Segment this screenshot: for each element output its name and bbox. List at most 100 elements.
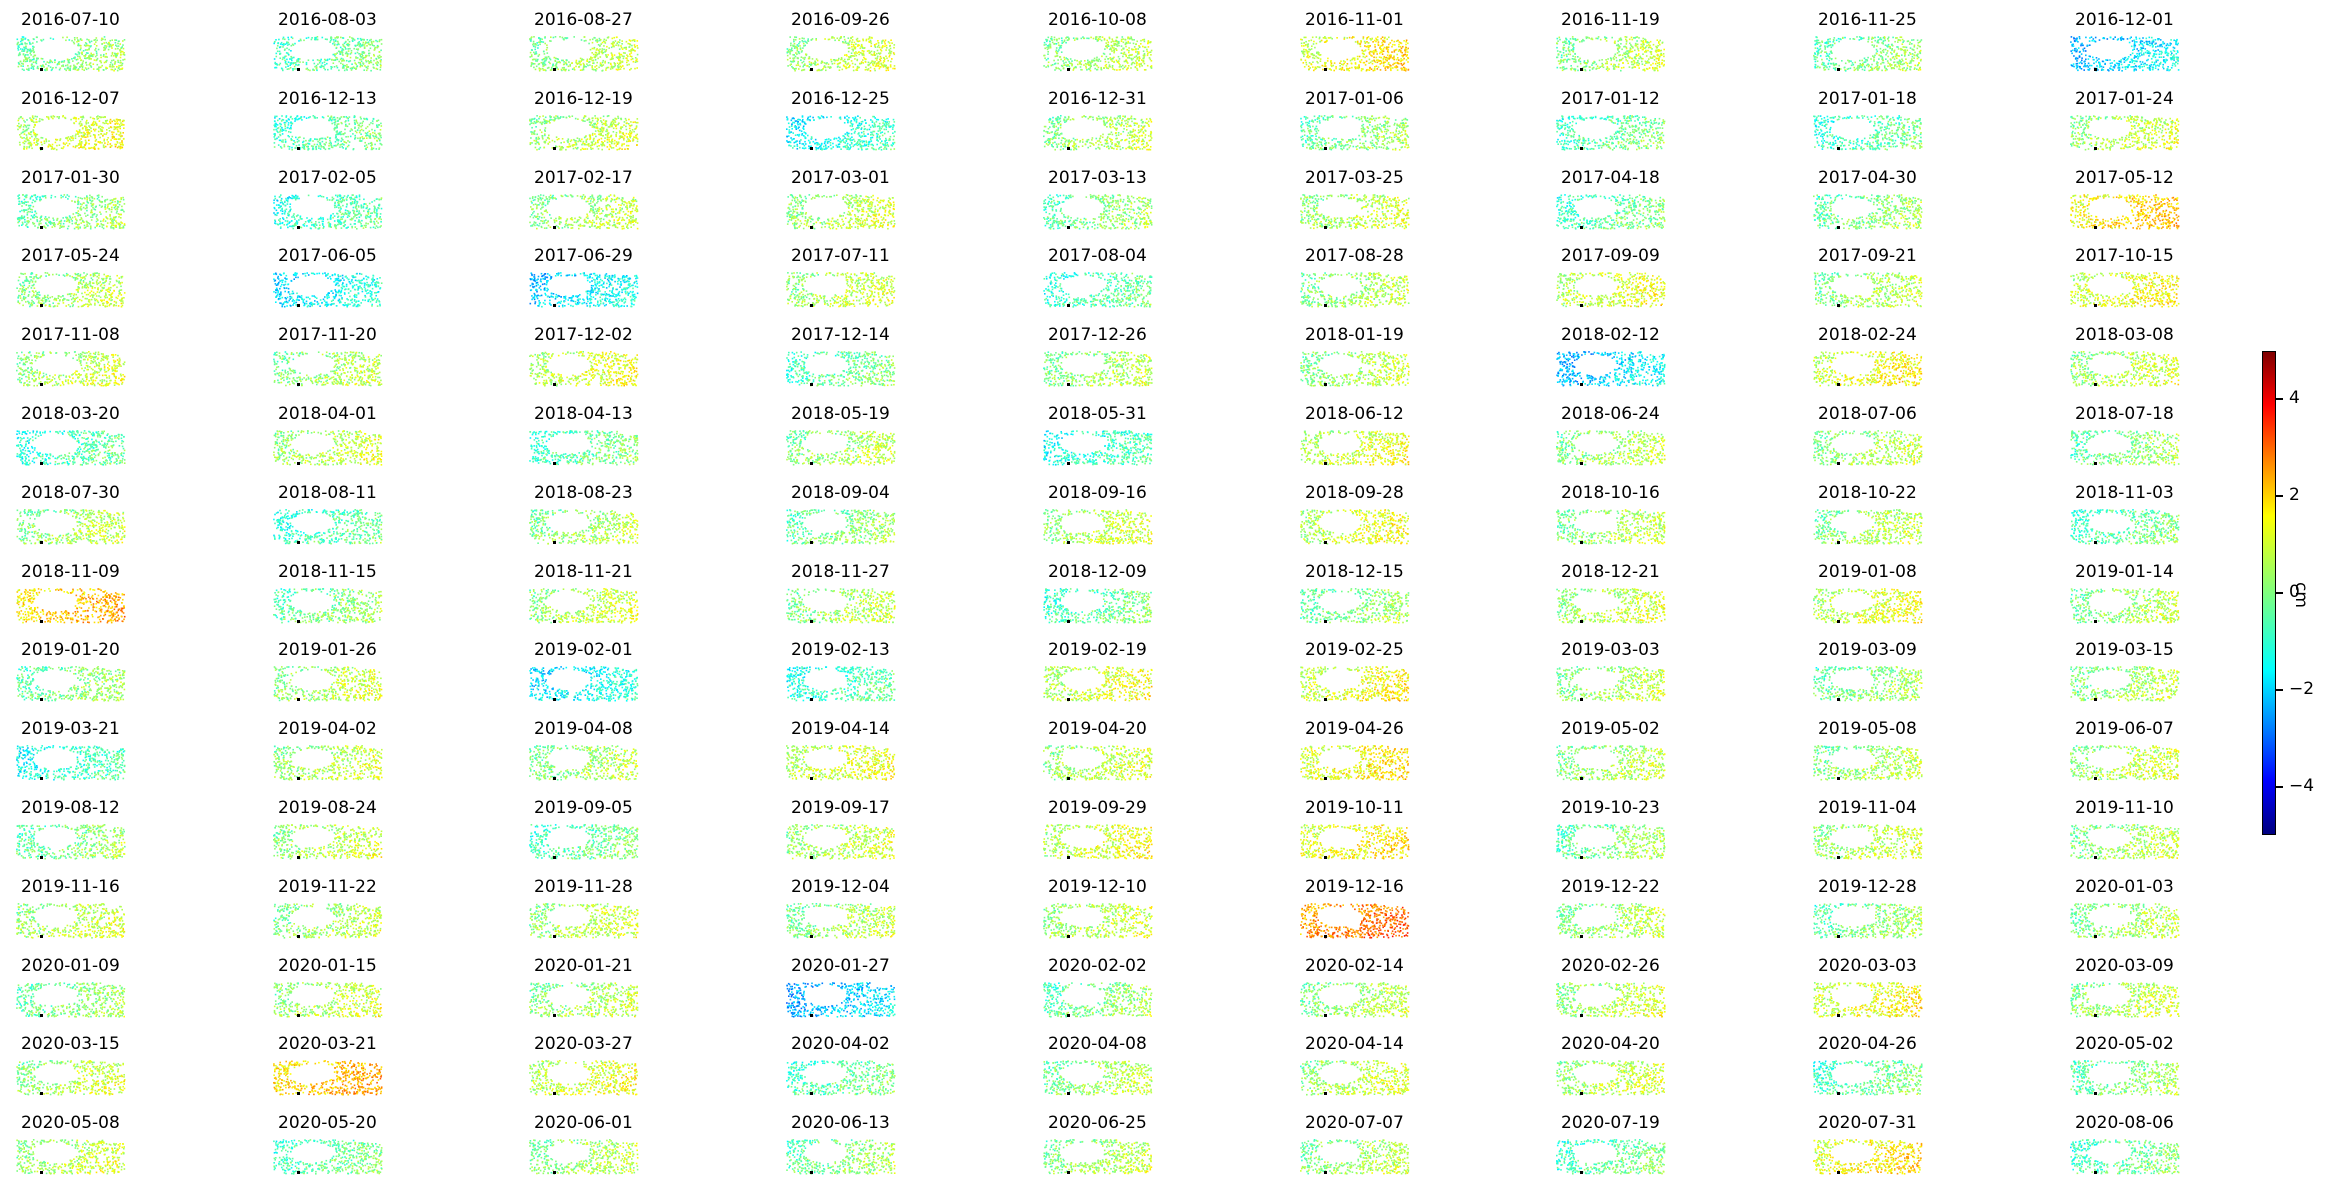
displacement-map-panel [1043,588,1153,624]
colorbar-tick-label: −4 [2289,776,2314,796]
panel-date-title: 2020-04-26 [1818,1034,1917,1054]
panel-date-title: 2017-01-06 [1305,89,1404,109]
reference-point-marker [1837,620,1840,623]
displacement-scatter [16,982,126,1018]
panel-date-title: 2018-03-20 [21,404,120,424]
displacement-scatter [16,903,126,939]
panel-date-title: 2020-01-03 [2075,877,2174,897]
panel-date-title: 2017-08-04 [1048,246,1147,266]
displacement-map-panel [16,36,126,72]
panel-date-title: 2020-07-07 [1305,1113,1404,1133]
displacement-map-panel [1813,430,1923,466]
panel-date-title: 2017-12-02 [534,325,633,345]
displacement-map-panel [1556,194,1666,230]
reference-point-marker [810,1171,813,1174]
displacement-map-panel [16,982,126,1018]
panel-date-title: 2017-01-18 [1818,89,1917,109]
displacement-scatter [529,824,639,860]
displacement-map-panel [786,194,896,230]
displacement-map-panel [273,194,383,230]
panel-date-title: 2019-10-11 [1305,798,1404,818]
displacement-scatter [1556,1060,1666,1096]
displacement-map-panel [1813,666,1923,702]
displacement-scatter [786,272,896,308]
displacement-scatter [786,1139,896,1175]
displacement-map-panel [1043,509,1153,545]
displacement-scatter [1043,1060,1153,1096]
displacement-map-panel [1556,588,1666,624]
displacement-scatter [273,903,383,939]
panel-date-title: 2018-06-24 [1561,404,1660,424]
panel-date-title: 2018-04-01 [278,404,377,424]
displacement-map-panel [1300,745,1410,781]
displacement-scatter [529,351,639,387]
reference-point-marker [553,383,556,386]
displacement-map-panel [1556,903,1666,939]
displacement-scatter [529,272,639,308]
displacement-map-panel [1556,745,1666,781]
displacement-map-panel [1556,666,1666,702]
reference-point-marker [297,1171,300,1174]
displacement-map-panel [2070,351,2180,387]
panel-date-title: 2019-12-10 [1048,877,1147,897]
reference-point-marker [1580,1092,1583,1095]
displacement-scatter [529,982,639,1018]
displacement-map-panel [1043,194,1153,230]
displacement-map-panel [786,115,896,151]
displacement-scatter [529,903,639,939]
reference-point-marker [553,698,556,701]
displacement-map-panel [1556,982,1666,1018]
displacement-scatter [1043,824,1153,860]
displacement-scatter [16,430,126,466]
displacement-scatter [16,272,126,308]
reference-point-marker [553,147,556,150]
displacement-map-panel [1813,115,1923,151]
displacement-map-panel [1300,430,1410,466]
panel-date-title: 2017-01-30 [21,168,120,188]
displacement-scatter [1813,824,1923,860]
panel-date-title: 2018-08-23 [534,483,633,503]
displacement-map-panel [273,666,383,702]
displacement-map-panel [1043,745,1153,781]
panel-date-title: 2017-07-11 [791,246,890,266]
panel-date-title: 2019-01-26 [278,640,377,660]
reference-point-marker [810,147,813,150]
panel-date-title: 2019-02-01 [534,640,633,660]
displacement-scatter [1300,36,1410,72]
reference-point-marker [1067,620,1070,623]
displacement-map-panel [1300,824,1410,860]
displacement-map-panel [273,1060,383,1096]
displacement-scatter [1813,272,1923,308]
displacement-map-panel [1556,115,1666,151]
panel-date-title: 2018-07-06 [1818,404,1917,424]
panel-date-title: 2018-01-19 [1305,325,1404,345]
displacement-map-panel [16,430,126,466]
panel-date-title: 2020-04-08 [1048,1034,1147,1054]
displacement-map-panel [273,745,383,781]
displacement-scatter [786,903,896,939]
reference-point-marker [1837,1171,1840,1174]
displacement-map-panel [1556,1060,1666,1096]
displacement-map-panel [1813,351,1923,387]
displacement-scatter [786,115,896,151]
displacement-map-panel [2070,509,2180,545]
displacement-scatter [1556,509,1666,545]
displacement-scatter [1813,1060,1923,1096]
reference-point-marker [40,620,43,623]
panel-date-title: 2020-01-21 [534,956,633,976]
reference-point-marker [2094,226,2097,229]
displacement-map-panel [16,115,126,151]
reference-point-marker [2094,147,2097,150]
reference-point-marker [40,777,43,780]
displacement-scatter [16,36,126,72]
displacement-scatter [1813,351,1923,387]
displacement-scatter [786,745,896,781]
reference-point-marker [810,698,813,701]
displacement-scatter [1813,588,1923,624]
displacement-map-panel [1300,509,1410,545]
displacement-scatter [1300,824,1410,860]
reference-point-marker [810,1014,813,1017]
panel-date-title: 2020-05-20 [278,1113,377,1133]
reference-point-marker [1580,541,1583,544]
displacement-scatter [2070,36,2180,72]
